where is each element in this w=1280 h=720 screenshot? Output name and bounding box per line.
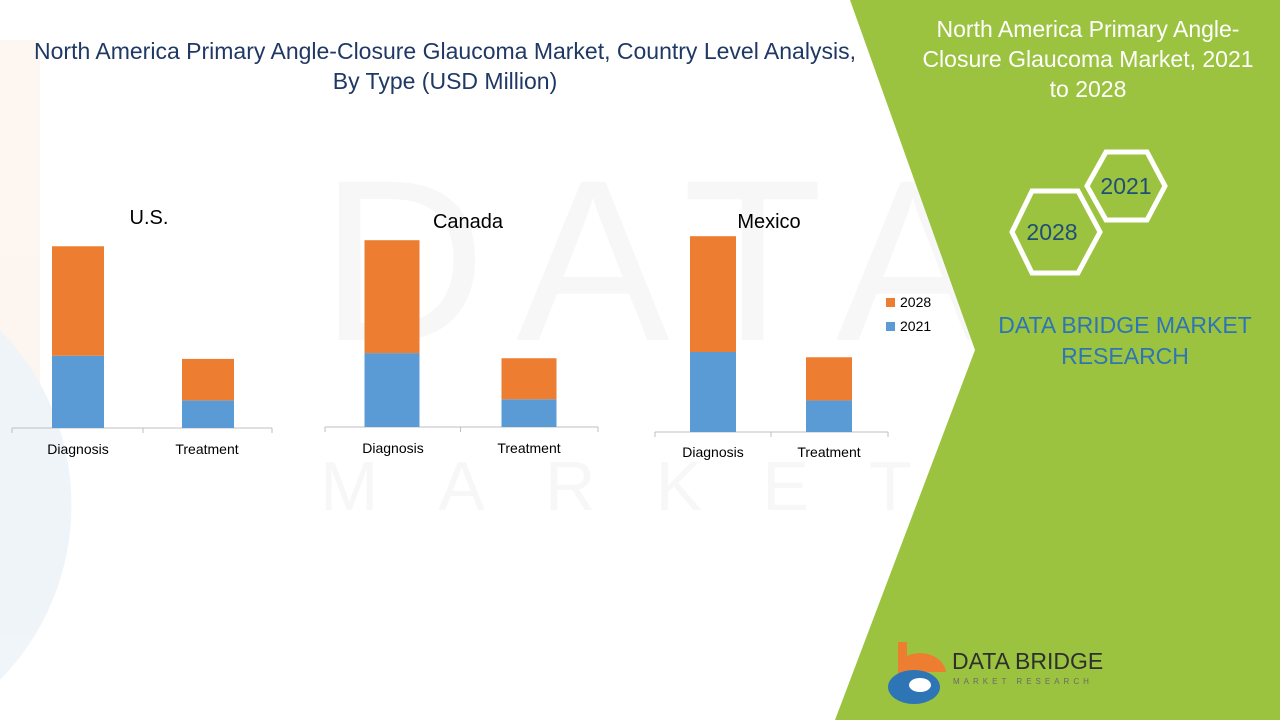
logo-subtitle: MARKET RESEARCH (953, 677, 1093, 686)
legend-item-2028: 2028 (886, 290, 931, 314)
chart-title-us: U.S. (129, 207, 169, 229)
page-title: North America Primary Angle-Closure Glau… (34, 38, 856, 94)
legend-label: 2021 (900, 318, 932, 334)
side-panel-title: North America Primary Angle-Closure Glau… (922, 16, 1254, 102)
legend-item-2021: 2021 (886, 314, 931, 338)
bar-segment-2028-treatment (501, 358, 557, 400)
bar-segment-2028-diagnosis (52, 246, 104, 356)
bar-segment-2028-diagnosis (690, 236, 736, 352)
hexagon-2028-icon (1009, 188, 1103, 276)
hexagon-2021-icon (1084, 149, 1168, 223)
bar-segment-2021-diagnosis (52, 355, 104, 428)
legend-label: 2028 (900, 294, 932, 310)
logo-name: DATA BRIDGE (952, 648, 1104, 674)
bar-segment-2021-treatment (182, 400, 234, 428)
category-label: Diagnosis (682, 444, 744, 460)
bar-segment-2021-treatment (806, 400, 852, 432)
category-label: Treatment (497, 440, 561, 456)
bar-segment-2028-treatment (806, 357, 852, 401)
bar-segment-2028-treatment (182, 358, 234, 401)
chart-title-mexico: Mexico (737, 211, 801, 233)
category-label: Diagnosis (362, 440, 424, 456)
category-label: Diagnosis (47, 441, 109, 457)
category-label: Treatment (797, 444, 861, 460)
bar-segment-2021-diagnosis (690, 352, 736, 432)
bar-segment-2021-diagnosis (364, 353, 420, 427)
brand-text: DATA BRIDGE MARKET RESEARCH (998, 312, 1252, 369)
hex-label-2028: 2028 (1026, 219, 1078, 245)
legend-swatch-2021 (886, 321, 895, 331)
bar-segment-2021-treatment (501, 399, 557, 427)
category-label: Treatment (175, 441, 239, 457)
legend: 2028 2021 (886, 290, 931, 338)
green-side-panel (835, 0, 1280, 720)
bar-segment-2028-diagnosis (364, 240, 420, 354)
data-bridge-logo-icon (888, 642, 946, 704)
chart-title-canada: Canada (432, 211, 504, 233)
legend-swatch-2028 (886, 297, 895, 307)
hex-label-2021: 2021 (1100, 173, 1152, 199)
